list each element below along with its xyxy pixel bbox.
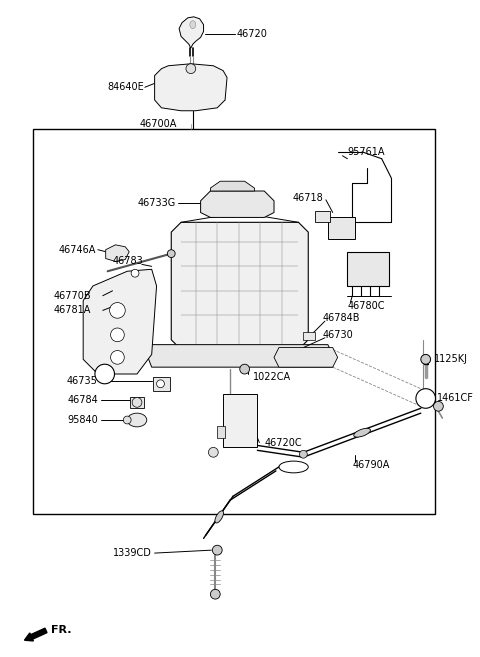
Text: 46718: 46718: [292, 193, 323, 203]
Circle shape: [300, 450, 307, 458]
Circle shape: [123, 416, 131, 424]
Circle shape: [110, 351, 124, 364]
Text: 46784: 46784: [67, 396, 98, 405]
Circle shape: [416, 389, 435, 408]
Circle shape: [186, 64, 196, 74]
Circle shape: [212, 545, 222, 555]
Circle shape: [168, 250, 175, 258]
Text: 46733G: 46733G: [138, 198, 176, 208]
Polygon shape: [201, 191, 274, 217]
Circle shape: [132, 397, 142, 407]
Circle shape: [110, 328, 124, 342]
Circle shape: [95, 364, 115, 384]
Polygon shape: [171, 222, 308, 350]
Circle shape: [433, 401, 444, 411]
Circle shape: [109, 303, 125, 318]
Bar: [303, 332, 315, 340]
Text: 46783: 46783: [112, 256, 144, 267]
Text: 46720C: 46720C: [264, 438, 302, 447]
Circle shape: [208, 447, 218, 457]
Text: A: A: [422, 394, 429, 403]
Polygon shape: [155, 64, 227, 111]
Polygon shape: [179, 17, 204, 48]
Text: 46780C: 46780C: [348, 300, 385, 311]
Text: 46700A: 46700A: [140, 120, 177, 129]
Bar: [328, 217, 355, 239]
Text: 84640E: 84640E: [108, 82, 144, 92]
Text: A: A: [101, 369, 108, 379]
Ellipse shape: [215, 510, 224, 523]
Bar: [223, 394, 257, 447]
Text: 1339CD: 1339CD: [113, 548, 152, 558]
Polygon shape: [83, 269, 156, 374]
Text: 46730: 46730: [323, 330, 354, 340]
Text: 46735: 46735: [67, 376, 98, 386]
Text: 46790A: 46790A: [352, 460, 390, 470]
Ellipse shape: [127, 413, 147, 427]
Circle shape: [421, 354, 431, 364]
Text: FR.: FR.: [51, 625, 72, 635]
Bar: [153, 377, 170, 391]
Text: 46770B: 46770B: [54, 290, 92, 301]
Text: 46784B: 46784B: [323, 313, 360, 323]
Polygon shape: [106, 245, 129, 261]
Circle shape: [156, 380, 165, 388]
Text: 46781A: 46781A: [54, 306, 91, 315]
Bar: [348, 252, 388, 286]
FancyArrow shape: [24, 628, 47, 641]
Text: 1125KJ: 1125KJ: [433, 354, 468, 365]
Text: 95840: 95840: [67, 415, 98, 425]
Ellipse shape: [354, 428, 371, 437]
Circle shape: [131, 269, 139, 277]
Circle shape: [210, 589, 220, 599]
Text: 95761A: 95761A: [348, 147, 385, 157]
Circle shape: [240, 364, 250, 374]
Polygon shape: [274, 348, 337, 367]
Text: 1461CF: 1461CF: [437, 394, 474, 403]
Text: 46720: 46720: [237, 30, 268, 39]
Text: 46746A: 46746A: [59, 244, 96, 255]
Polygon shape: [210, 181, 254, 191]
Bar: [130, 397, 144, 408]
Ellipse shape: [190, 21, 196, 28]
Bar: [217, 426, 225, 438]
Text: 1022CA: 1022CA: [252, 372, 290, 382]
Polygon shape: [147, 345, 333, 367]
Bar: [315, 211, 330, 222]
Bar: [33, 129, 434, 514]
